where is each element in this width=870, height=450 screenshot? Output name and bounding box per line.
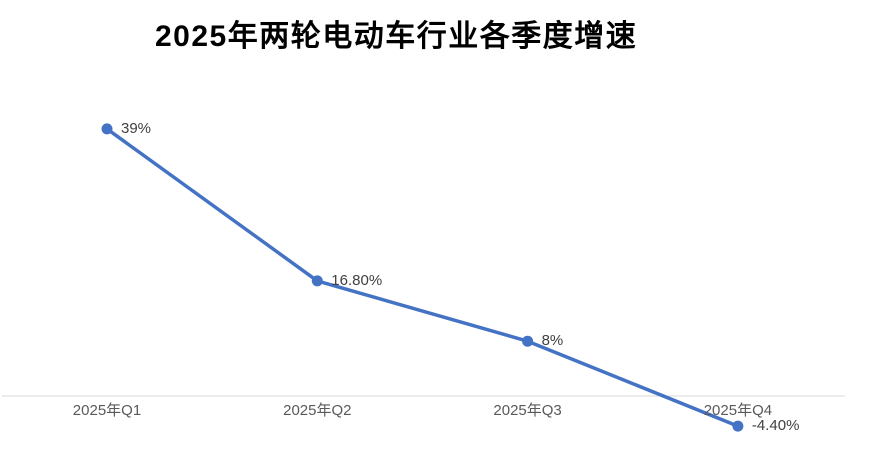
data-point-label: 8% [541, 332, 564, 350]
x-axis-tick-label: 2025年Q1 [72, 402, 142, 419]
x-axis-tick-label: 2025年Q4 [703, 402, 773, 419]
chart-title: 2025年两轮电动车行业各季度增速 [155, 20, 638, 53]
data-point-marker-q4 [732, 420, 744, 432]
growth-line-series [105, 127, 740, 428]
x-axis-tick-label: 2025年Q3 [493, 402, 562, 419]
data-point-label: 16.80% [331, 271, 383, 289]
data-point-marker-q1 [101, 123, 113, 135]
data-point-label: 39% [121, 119, 152, 137]
data-point-marker-q3 [522, 335, 534, 347]
data-point-marker-q2 [311, 275, 323, 287]
x-axis-tick-label: 2025年Q2 [283, 402, 352, 419]
data-point-label: -4.40% [751, 417, 800, 435]
